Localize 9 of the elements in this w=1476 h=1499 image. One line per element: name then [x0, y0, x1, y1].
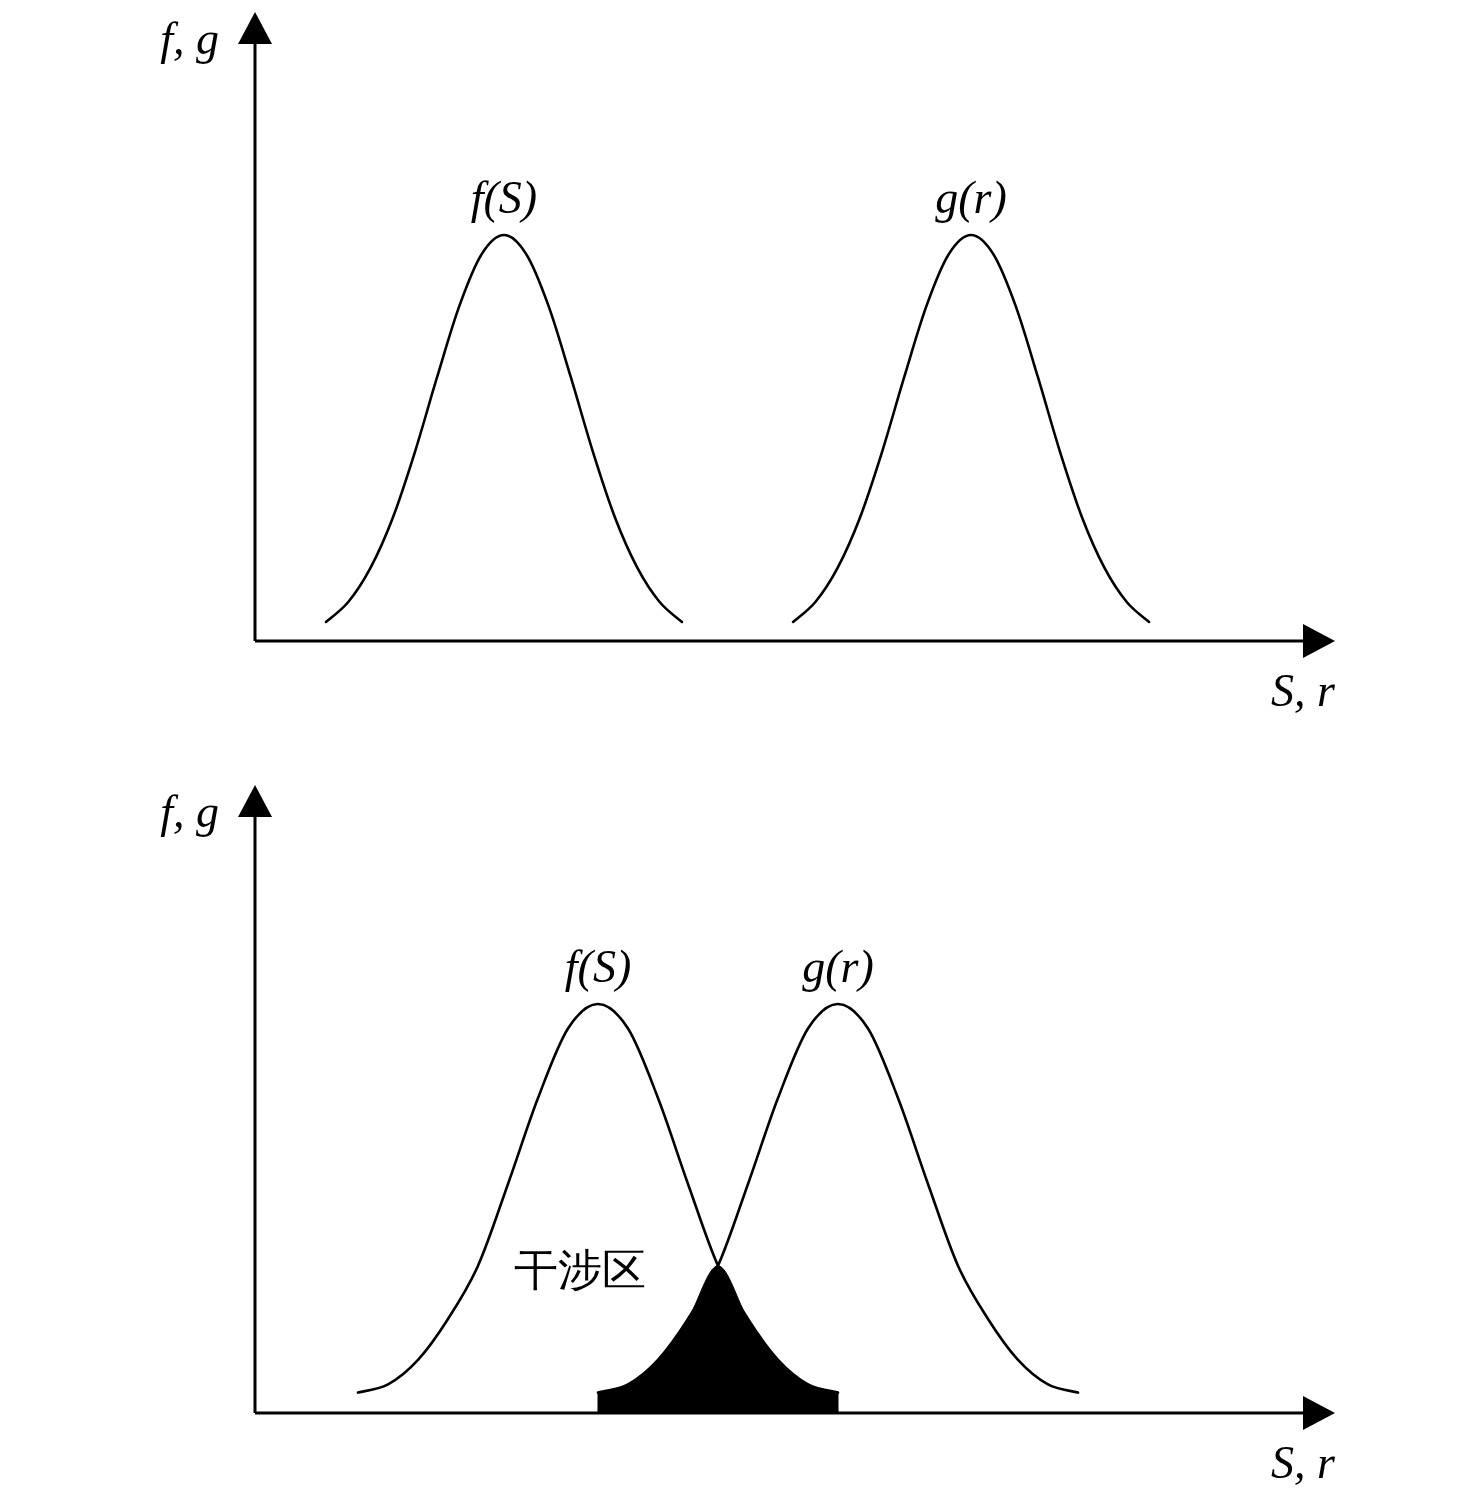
xlabel: S, r — [1271, 665, 1335, 716]
ylabel: f, g — [160, 13, 219, 64]
annotation: 干涉区 — [514, 1246, 646, 1295]
series-name: f(S) — [470, 172, 538, 223]
series-name: f(S) — [564, 941, 632, 992]
ylabel: f, g — [160, 786, 219, 837]
series-name: g(r) — [935, 172, 1007, 223]
series-name: g(r) — [802, 941, 874, 992]
xlabel: S, r — [1271, 1437, 1335, 1488]
